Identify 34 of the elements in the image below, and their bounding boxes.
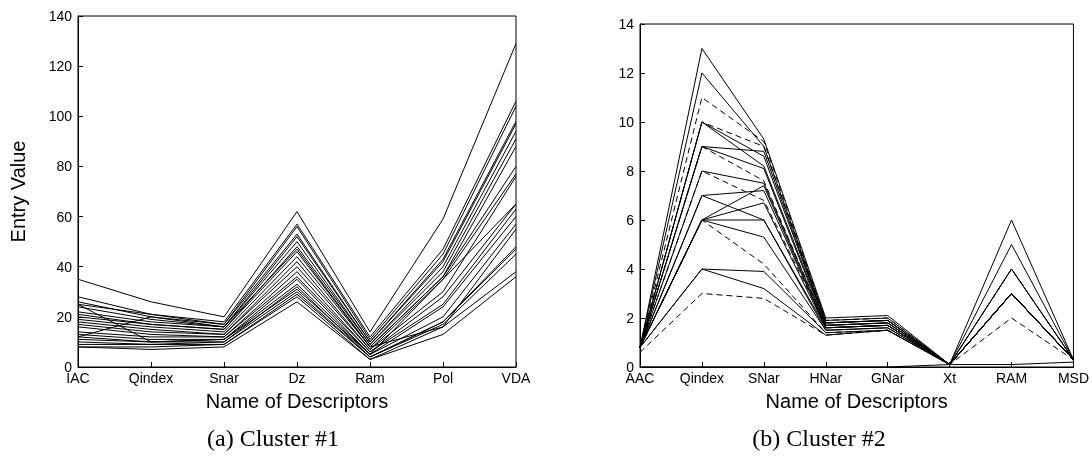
y-tick-label: 120 (48, 58, 73, 75)
y-tick-label: 0 (626, 359, 635, 375)
x-tick-label: Dz (288, 370, 306, 386)
x-tick-label: HNar (809, 370, 843, 386)
text: (a) Cluster #1 (207, 425, 339, 451)
x-tick-label: Xt (942, 370, 957, 386)
x-axis-title: Name of Descriptors (205, 390, 389, 412)
y-tick-label: 80 (56, 158, 73, 175)
x-tick-label: GNar (870, 370, 905, 386)
y-tick-label: 2 (626, 310, 635, 326)
x-tick-label: Snar (209, 370, 240, 386)
y-tick-label: 14 (618, 16, 635, 32)
x-tick-label: VDA (501, 370, 532, 386)
x-tick-label: Ram (355, 370, 385, 386)
y-tick-label: 40 (56, 258, 73, 275)
y-tick-label: 4 (626, 261, 635, 277)
text: (b) Cluster #2 (752, 425, 886, 451)
x-tick-label: SNar (747, 370, 781, 386)
y-tick-label: 0 (64, 359, 73, 375)
x-tick-label: Qindex (679, 370, 725, 386)
x-tick-label: Qindex (128, 370, 174, 386)
y-tick-label: 6 (626, 212, 635, 228)
x-axis-title: Name of Descriptors (765, 390, 948, 412)
x-tick-label: Pol (432, 370, 454, 386)
y-tick-label: 100 (48, 108, 73, 125)
y-tick-label: 140 (48, 8, 73, 24)
y-tick-label: 10 (618, 114, 635, 130)
x-tick-label: RAM (995, 370, 1028, 386)
x-tick-label: MSD (1057, 370, 1090, 386)
y-tick-label: 12 (618, 65, 635, 81)
y-axis-title: Entry Value (7, 140, 29, 243)
y-tick-label: 60 (56, 208, 73, 225)
y-tick-label: 8 (626, 163, 635, 179)
y-tick-label: 20 (56, 308, 73, 325)
